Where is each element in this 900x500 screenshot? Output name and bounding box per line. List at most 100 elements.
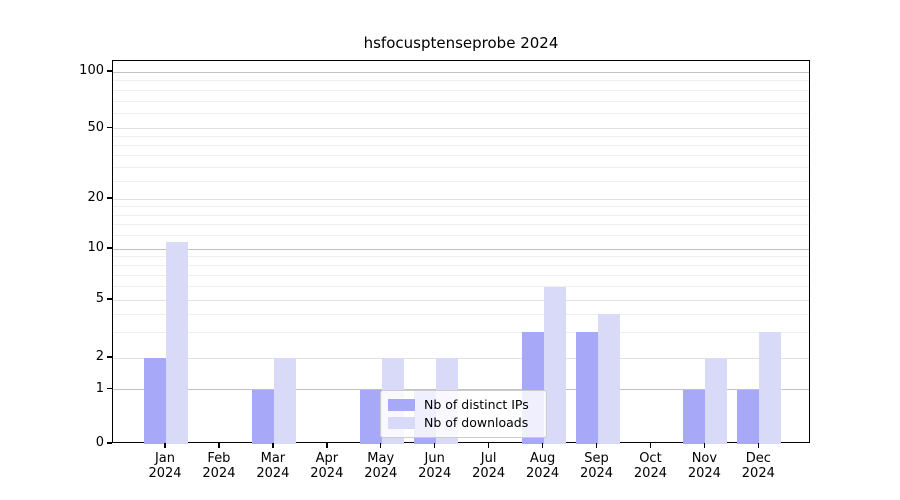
x-tick-label-year-nov: 2024 <box>687 466 721 481</box>
bar-nb-of-distinct-ips-sep <box>575 332 598 444</box>
legend: Nb of distinct IPs Nb of downloads <box>380 390 547 438</box>
minor-gridline-80 <box>113 89 809 91</box>
x-tick-label-year-jan: 2024 <box>148 466 182 481</box>
x-tick-mark-aug <box>541 443 544 448</box>
minor-gridline-3 <box>113 331 809 333</box>
major-gridline-20 <box>113 198 809 200</box>
bar-nb-of-downloads-nov <box>705 358 728 444</box>
major-gridline-2 <box>113 357 809 359</box>
x-tick-mark-jul <box>487 443 490 448</box>
y-tick-label-5: 5 <box>95 291 104 306</box>
minor-gridline-35 <box>113 155 809 157</box>
x-tick-label-month-nov: Nov <box>691 451 718 466</box>
x-tick-label-month-dec: Dec <box>745 451 771 466</box>
minor-gridline-30 <box>113 167 809 169</box>
legend-item: Nb of distinct IPs <box>388 396 539 414</box>
x-tick-mark-may <box>380 443 382 448</box>
y-tick-mark-5 <box>107 298 112 300</box>
y-tick-mark-20 <box>107 197 112 199</box>
y-tick-label-2: 2 <box>95 349 104 364</box>
bar-nb-of-downloads-dec <box>759 332 782 444</box>
y-tick-mark-0 <box>107 442 112 444</box>
minor-gridline-90 <box>113 80 809 82</box>
y-tick-mark-10 <box>107 247 112 249</box>
x-tick-label-month-mar: Mar <box>260 451 286 466</box>
x-tick-label-month-feb: Feb <box>207 451 231 466</box>
minor-gridline-7 <box>113 274 809 276</box>
chart-title: hsfocusptenseprobe 2024 <box>363 34 559 52</box>
x-tick-label-year-oct: 2024 <box>633 466 667 481</box>
y-tick-label-0: 0 <box>95 435 104 450</box>
y-tick-label-10: 10 <box>87 240 104 255</box>
major-gridline-50 <box>113 128 809 129</box>
bar-nb-of-downloads-mar <box>273 358 296 444</box>
x-tick-label-month-sep: Sep <box>584 451 609 466</box>
x-tick-label-year-sep: 2024 <box>579 466 614 481</box>
bar-nb-of-distinct-ips-nov <box>683 389 706 444</box>
x-tick-label-month-jul: Jul <box>480 451 497 466</box>
minor-gridline-16 <box>113 214 809 216</box>
y-tick-mark-100 <box>107 70 112 72</box>
x-tick-mark-oct <box>649 443 652 448</box>
x-tick-mark-jan <box>164 443 166 448</box>
x-tick-label-month-aug: Aug <box>529 451 556 466</box>
x-tick-mark-jun <box>434 443 436 448</box>
y-tick-label-50: 50 <box>87 119 104 135</box>
legend-label: Nb of distinct IPs <box>424 397 529 412</box>
major-gridline-10 <box>113 248 809 250</box>
x-tick-label-month-may: May <box>367 451 395 466</box>
x-tick-mark-mar <box>272 443 274 448</box>
x-tick-mark-feb <box>218 443 220 448</box>
bar-nb-of-downloads-sep <box>597 314 620 444</box>
bar-nb-of-distinct-ips-jan <box>144 358 166 444</box>
minor-gridline-8 <box>113 264 809 266</box>
major-gridline-1 <box>113 389 809 390</box>
x-tick-label-year-aug: 2024 <box>526 466 560 481</box>
minor-gridline-45 <box>113 136 809 138</box>
x-tick-mark-apr <box>326 443 328 448</box>
x-tick-label-month-jun: Jun <box>424 451 445 466</box>
minor-gridline-70 <box>113 100 809 102</box>
y-tick-mark-50 <box>107 126 112 129</box>
x-tick-label-month-jan: Jan <box>154 451 176 466</box>
minor-gridline-40 <box>113 145 809 147</box>
bar-nb-of-downloads-jan <box>166 242 188 444</box>
x-tick-mark-nov <box>703 443 706 448</box>
legend-label: Nb of downloads <box>424 415 529 430</box>
y-tick-mark-1 <box>107 387 112 390</box>
x-tick-mark-dec <box>757 443 760 448</box>
minor-gridline-18 <box>113 206 809 208</box>
bar-nb-of-distinct-ips-dec <box>737 389 760 444</box>
legend-swatch-icon <box>388 417 415 429</box>
x-tick-label-month-apr: Apr <box>315 451 339 466</box>
y-tick-label-20: 20 <box>87 190 104 205</box>
x-tick-label-year-dec: 2024 <box>741 466 775 481</box>
x-tick-mark-sep <box>595 443 598 448</box>
x-tick-label-year-may: 2024 <box>364 466 398 481</box>
x-tick-label-year-mar: 2024 <box>256 466 290 481</box>
minor-gridline-25 <box>113 181 809 183</box>
x-tick-label-year-apr: 2024 <box>310 466 344 481</box>
major-gridline-5 <box>113 299 809 301</box>
minor-gridline-14 <box>113 224 809 226</box>
minor-gridline-12 <box>113 235 809 237</box>
minor-gridline-6 <box>113 286 809 288</box>
bar-nb-of-distinct-ips-mar <box>251 389 274 444</box>
x-tick-label-year-feb: 2024 <box>202 466 236 481</box>
y-tick-label-1: 1 <box>95 380 104 396</box>
bar-nb-of-distinct-ips-may <box>359 389 382 444</box>
minor-gridline-9 <box>113 256 809 258</box>
major-gridline-100 <box>113 71 809 73</box>
x-tick-label-month-oct: Oct <box>639 451 662 466</box>
y-tick-mark-2 <box>107 356 112 358</box>
x-tick-label-year-jun: 2024 <box>418 466 452 481</box>
legend-swatch-icon <box>388 399 415 411</box>
y-tick-label-100: 100 <box>79 63 104 78</box>
minor-gridline-60 <box>113 113 809 115</box>
legend-item: Nb of downloads <box>388 414 539 432</box>
minor-gridline-4 <box>113 313 809 315</box>
x-tick-label-year-jul: 2024 <box>472 466 506 481</box>
plot-area: Nb of distinct IPs Nb of downloads <box>112 60 810 444</box>
bar-nb-of-downloads-aug <box>543 286 566 444</box>
